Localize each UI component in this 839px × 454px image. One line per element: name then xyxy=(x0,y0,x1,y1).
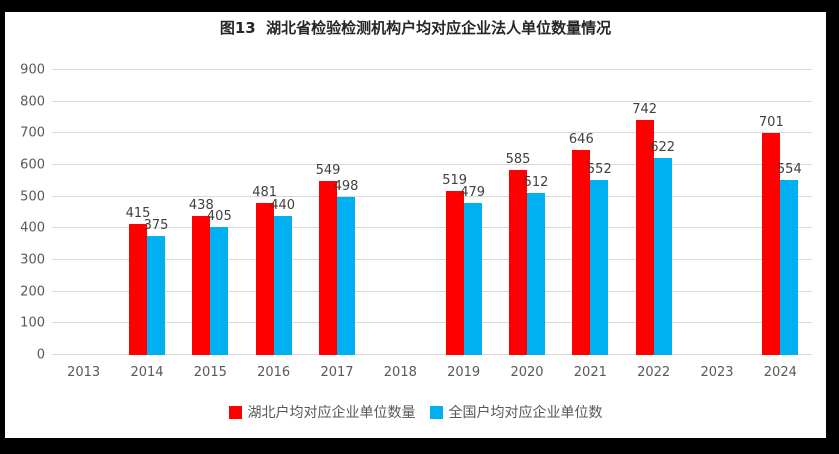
plot-area: 415 375 438 405 481 440 549 498 519 479 585 512 646 5… xyxy=(52,69,812,355)
gridline-500 xyxy=(52,195,812,197)
bar-value-national-2021: 552 xyxy=(586,162,612,178)
x-tick-label-2019: 2019 xyxy=(447,365,481,380)
bar-value-national-2024: 554 xyxy=(776,161,802,177)
gridline-200 xyxy=(52,290,812,292)
bar-national-2021 xyxy=(590,180,609,355)
legend-item-national: 全国户均对应企业单位数 xyxy=(429,402,603,422)
y-axis: 0 100 200 300 400 500 600 700 800 900 xyxy=(5,64,45,362)
x-tick-label-2022: 2022 xyxy=(637,365,671,380)
gridline-900 xyxy=(52,69,812,70)
bar-value-national-2020: 512 xyxy=(523,174,549,190)
bar-value-hubei-2022: 742 xyxy=(632,102,658,118)
gridline-800 xyxy=(52,100,812,102)
x-tick-label-2014: 2014 xyxy=(130,365,164,380)
x-tick-label-2016: 2016 xyxy=(257,365,291,380)
y-tick-label-200: 200 xyxy=(20,284,45,300)
bar-national-2022 xyxy=(653,158,672,355)
bar-national-2014 xyxy=(147,236,165,355)
y-tick-label-800: 800 xyxy=(20,94,45,110)
gridline-300 xyxy=(52,259,812,260)
bar-hubei-2024 xyxy=(762,133,781,355)
gridline-0 xyxy=(52,354,812,355)
bar-hubei-2014 xyxy=(129,223,147,355)
legend-swatch-hubei xyxy=(228,405,242,419)
bar-national-2017 xyxy=(337,197,355,355)
bar-value-hubei-2014: 415 xyxy=(125,205,151,221)
x-tick-label-2024: 2024 xyxy=(763,365,797,380)
chart-panel: 图13 湖北省检验检测机构户均对应企业法人单位数量情况 0 100 200 300 40… xyxy=(5,12,826,438)
x-tick-label-2013: 2013 xyxy=(67,365,101,380)
legend-label-hubei: 湖北户均对应企业单位数量 xyxy=(247,405,416,421)
bar-value-hubei-2019: 519 xyxy=(442,172,468,188)
x-tick-label-2018: 2018 xyxy=(383,365,417,380)
bar-hubei-2022 xyxy=(635,120,654,355)
bar-value-national-2016: 440 xyxy=(270,197,296,213)
bar-value-hubei-2021: 646 xyxy=(568,132,594,148)
bar-hubei-2016 xyxy=(255,202,274,355)
x-tick-label-2017: 2017 xyxy=(320,365,354,380)
bar-value-national-2014: 375 xyxy=(143,218,169,234)
bar-value-hubei-2015: 438 xyxy=(188,198,214,214)
bar-value-national-2022: 622 xyxy=(650,140,676,156)
bar-value-national-2015: 405 xyxy=(206,208,232,224)
chart-title: 图13 湖北省检验检测机构户均对应企业法人单位数量情况 xyxy=(219,19,612,37)
gridline-600 xyxy=(52,164,812,165)
gridline-100 xyxy=(52,322,812,324)
y-tick-label-0: 0 xyxy=(36,347,45,363)
y-tick-label-300: 300 xyxy=(20,252,45,268)
bar-hubei-2019 xyxy=(445,190,464,355)
y-tick-label-600: 600 xyxy=(20,157,45,173)
bar-hubei-2021 xyxy=(572,150,591,355)
legend-swatch-national xyxy=(429,405,443,419)
x-tick-label-2023: 2023 xyxy=(700,365,734,380)
x-axis: 2013 2014 2015 2016 2017 2018 2019 2020 2021 2022… xyxy=(52,364,812,382)
legend-item-hubei: 湖北户均对应企业单位数量 xyxy=(228,402,416,422)
legend: 湖北户均对应企业单位数量 全国户均对应企业单位数 xyxy=(5,402,826,422)
gridline-400 xyxy=(52,227,812,229)
y-tick-label-700: 700 xyxy=(20,125,45,141)
bar-hubei-2017 xyxy=(319,181,337,355)
bar-value-national-2017: 498 xyxy=(333,179,359,195)
legend-label-national: 全国户均对应企业单位数 xyxy=(448,405,603,421)
x-tick-label-2015: 2015 xyxy=(193,365,227,380)
y-tick-label-400: 400 xyxy=(20,220,45,236)
bar-value-national-2019: 479 xyxy=(460,185,486,201)
bar-value-hubei-2017: 549 xyxy=(315,163,341,179)
bar-national-2019 xyxy=(463,203,482,355)
bar-national-2015 xyxy=(210,226,229,355)
bar-value-hubei-2024: 701 xyxy=(758,115,784,131)
y-tick-label-500: 500 xyxy=(20,189,45,205)
bar-hubei-2015 xyxy=(192,216,211,355)
x-tick-label-2021: 2021 xyxy=(573,365,607,380)
y-tick-label-900: 900 xyxy=(20,62,45,78)
bar-value-hubei-2016: 481 xyxy=(252,184,278,200)
bar-national-2020 xyxy=(527,192,545,355)
bar-value-hubei-2020: 585 xyxy=(505,151,531,167)
y-tick-label-100: 100 xyxy=(20,315,45,331)
gridline-700 xyxy=(52,132,812,134)
bar-national-2016 xyxy=(273,215,292,355)
bar-hubei-2020 xyxy=(509,169,527,355)
bar-national-2024 xyxy=(780,179,799,355)
x-tick-label-2020: 2020 xyxy=(510,365,544,380)
